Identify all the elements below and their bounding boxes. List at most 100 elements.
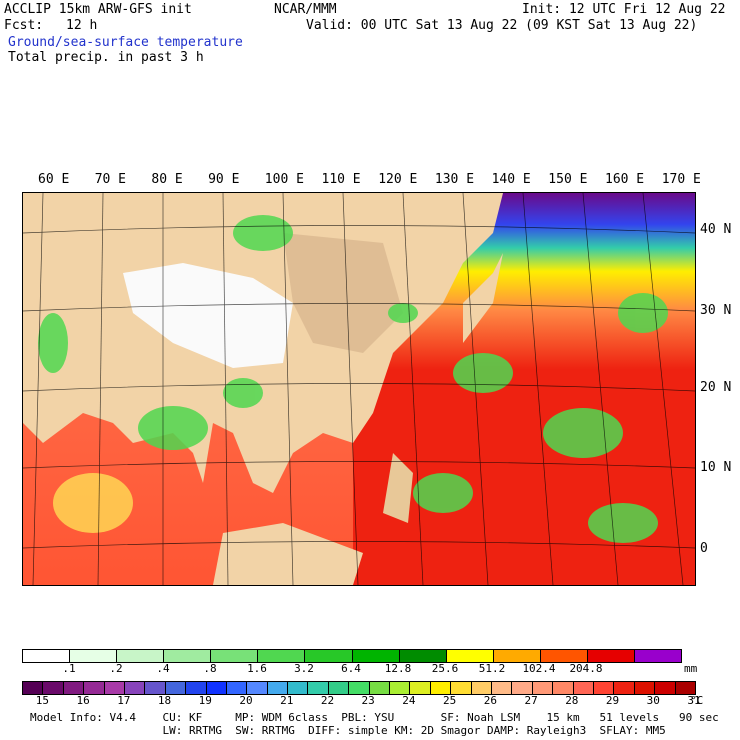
graticule xyxy=(23,193,695,585)
precip-color-cell xyxy=(258,650,306,662)
precip-color-cell xyxy=(164,650,212,662)
temperature-color-cell xyxy=(23,682,44,694)
longitude-label: 120 E xyxy=(378,172,418,187)
precip-colorbar xyxy=(22,649,682,663)
field-label-temperature: Ground/sea-surface temperature xyxy=(8,35,243,50)
precip-areas xyxy=(38,215,668,543)
temperature-tick-label: 20 xyxy=(239,694,253,707)
maritime-continent xyxy=(213,523,363,585)
temperature-color-cell xyxy=(430,682,452,694)
precip-unit: mm xyxy=(684,662,698,675)
temperature-color-cell xyxy=(145,682,166,694)
temperature-color-cell xyxy=(553,682,574,694)
japan-islands xyxy=(463,253,503,343)
temperature-tick-label: 26 xyxy=(483,694,497,707)
temperature-color-cell xyxy=(634,682,656,694)
temperature-color-cell xyxy=(614,682,635,694)
precip-color-cell xyxy=(211,650,259,662)
valid-time: Valid: 00 UTC Sat 13 Aug 22 (09 KST Sat … xyxy=(306,18,698,33)
precip-color-cell xyxy=(70,650,118,662)
temperature-color-cell xyxy=(410,682,431,694)
tibet-plateau xyxy=(123,263,293,368)
temperature-color-cell xyxy=(165,682,187,694)
precip-tick-label: 204.8 xyxy=(569,662,603,675)
precip-tick-label: 51.2 xyxy=(478,662,506,675)
temperature-color-cell xyxy=(308,682,329,694)
temperature-tick-label: 15 xyxy=(35,694,49,707)
longitude-label: 100 E xyxy=(264,172,304,187)
longitude-label: 170 E xyxy=(661,172,701,187)
precip-color-cell xyxy=(23,650,71,662)
precip-tick-label: 1.6 xyxy=(247,662,267,675)
precip-color-cell xyxy=(540,650,588,662)
precip-color-cell xyxy=(493,650,541,662)
temperature-tick-label: 28 xyxy=(565,694,579,707)
precip-tick-label: 102.4 xyxy=(522,662,556,675)
temperature-color-cell xyxy=(226,682,248,694)
precip-tick-label: .1 xyxy=(62,662,76,675)
temperature-color-cell xyxy=(328,682,350,694)
temperature-colorbar xyxy=(22,681,696,695)
temperature-color-cell xyxy=(349,682,370,694)
temperature-color-cell xyxy=(471,682,492,694)
precip-tick-label: 3.2 xyxy=(294,662,314,675)
temperature-color-cell xyxy=(104,682,125,694)
precip-tick-label: 25.6 xyxy=(431,662,459,675)
temperature-tick-label: 19 xyxy=(198,694,212,707)
weather-map xyxy=(22,192,696,586)
init-time: Init: 12 UTC Fri 12 Aug 22 xyxy=(522,2,726,17)
map-graphic xyxy=(23,193,695,585)
precip-tick-label: 12.8 xyxy=(384,662,412,675)
precip-color-cell xyxy=(117,650,165,662)
temperature-color-cell xyxy=(369,682,391,694)
precip-tick-label: .2 xyxy=(109,662,123,675)
fcst-value: 12 h xyxy=(66,18,98,33)
longitude-label: 70 E xyxy=(94,172,126,187)
latitude-label: 30 N xyxy=(700,303,732,318)
temperature-tick-label: 16 xyxy=(76,694,90,707)
center-label: NCAR/MMM xyxy=(274,2,337,17)
temperature-color-cell xyxy=(451,682,472,694)
temperature-tick-label: 18 xyxy=(157,694,172,707)
temperature-color-cell xyxy=(573,682,594,694)
precip-tick-label: 6.4 xyxy=(341,662,361,675)
temperature-color-cell xyxy=(390,682,411,694)
longitude-label: 110 E xyxy=(321,172,361,187)
field-label-precip: Total precip. in past 3 h xyxy=(8,50,204,65)
model-info-line2: LW: RRTMG SW: RRTMG DIFF: simple KM: 2D … xyxy=(30,724,666,737)
temperature-color-cell xyxy=(512,682,533,694)
temperature-tick-label: 22 xyxy=(320,694,335,707)
longitude-label: 140 E xyxy=(491,172,531,187)
temperature-tick-label: 17 xyxy=(117,694,131,707)
temperature-color-cell xyxy=(267,682,289,694)
temperature-color-cell xyxy=(247,682,268,694)
precip-color-cell xyxy=(352,650,400,662)
latitude-label: 40 N xyxy=(700,222,732,237)
temperature-color-cell xyxy=(43,682,64,694)
fcst-label: Fcst: xyxy=(4,18,44,33)
longitude-label: 130 E xyxy=(434,172,475,187)
model-info-line1: Model Info: V4.4 CU: KF MP: WDM 6class P… xyxy=(30,711,719,724)
temperature-color-cell xyxy=(206,682,227,694)
temperature-color-cell xyxy=(288,682,309,694)
longitude-label: 150 E xyxy=(548,172,588,187)
precip-tick-label: .8 xyxy=(203,662,217,675)
temperature-color-cell xyxy=(84,682,105,694)
latitude-label: 10 N xyxy=(700,460,732,475)
precip-tick-label: .4 xyxy=(156,662,170,675)
longitude-label: 60 E xyxy=(38,172,70,187)
temperature-color-cell xyxy=(124,682,146,694)
latitude-label: 0 xyxy=(700,541,708,556)
temperature-tick-label: 30 xyxy=(646,694,660,707)
precip-color-cell xyxy=(305,650,353,662)
precip-color-cell xyxy=(399,650,447,662)
temperature-unit: °C xyxy=(690,694,704,707)
longitude-label: 160 E xyxy=(605,172,645,187)
temperature-color-cell xyxy=(593,682,615,694)
model-title: ACCLIP 15km ARW-GFS init xyxy=(4,2,192,17)
temperature-color-cell xyxy=(63,682,85,694)
temperature-tick-label: 27 xyxy=(524,694,538,707)
temperature-tick-label: 31 xyxy=(687,694,701,707)
temperature-tick-label: 25 xyxy=(443,694,457,707)
temperature-color-cell xyxy=(186,682,207,694)
